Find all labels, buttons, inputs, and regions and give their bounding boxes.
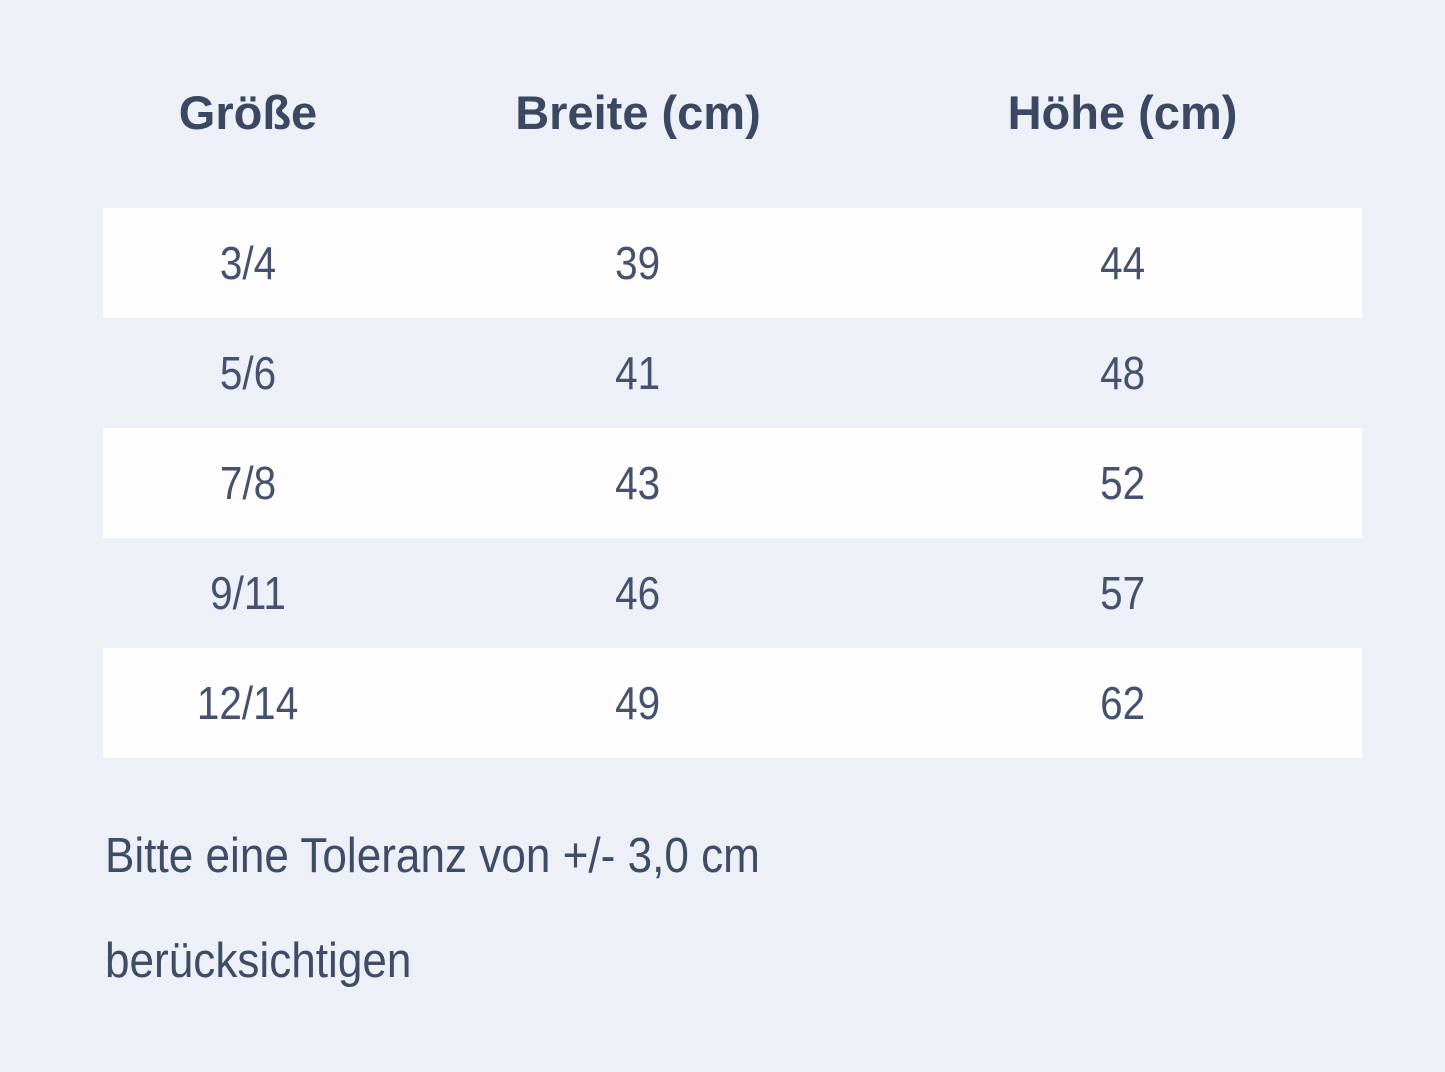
hoehe-cell: 57 — [1099, 567, 1146, 619]
breite-cell: 39 — [615, 237, 661, 289]
table-row: 5/6 41 48 — [103, 318, 1362, 428]
table-header-row: Größe Breite (cm) Höhe (cm) — [103, 0, 1362, 208]
table-row: 12/14 49 62 — [103, 648, 1362, 758]
tolerance-note-line1: Bitte eine Toleranz von +/- 3,0 cm — [105, 829, 760, 883]
table-row: 9/11 46 57 — [103, 538, 1362, 648]
size-cell: 7/8 — [219, 457, 277, 509]
breite-cell: 41 — [615, 347, 661, 399]
hoehe-cell: 62 — [1099, 677, 1146, 729]
size-cell: 12/14 — [197, 677, 299, 729]
column-header-hoehe: Höhe (cm) — [1007, 85, 1238, 139]
size-cell: 5/6 — [219, 347, 277, 399]
tolerance-note-line2: berücksichtigen — [105, 934, 412, 988]
hoehe-cell: 48 — [1099, 347, 1146, 399]
size-cell: 3/4 — [219, 237, 277, 289]
breite-cell: 46 — [615, 567, 661, 619]
breite-cell: 49 — [615, 677, 661, 729]
size-chart-table: Größe Breite (cm) Höhe (cm) 3/4 39 44 5/… — [103, 0, 1362, 758]
tolerance-note: Bitte eine Toleranz von +/- 3,0 cm berüc… — [105, 826, 833, 991]
hoehe-cell: 52 — [1099, 457, 1146, 509]
table-row: 7/8 43 52 — [103, 428, 1362, 538]
breite-cell: 43 — [615, 457, 661, 509]
column-header-breite: Breite (cm) — [515, 85, 761, 139]
table-body: 3/4 39 44 5/6 41 48 7/8 43 52 9/11 46 57… — [103, 208, 1362, 758]
table-row: 3/4 39 44 — [103, 208, 1362, 318]
size-cell: 9/11 — [210, 567, 286, 619]
column-header-groesse: Größe — [178, 85, 318, 139]
hoehe-cell: 44 — [1099, 237, 1146, 289]
